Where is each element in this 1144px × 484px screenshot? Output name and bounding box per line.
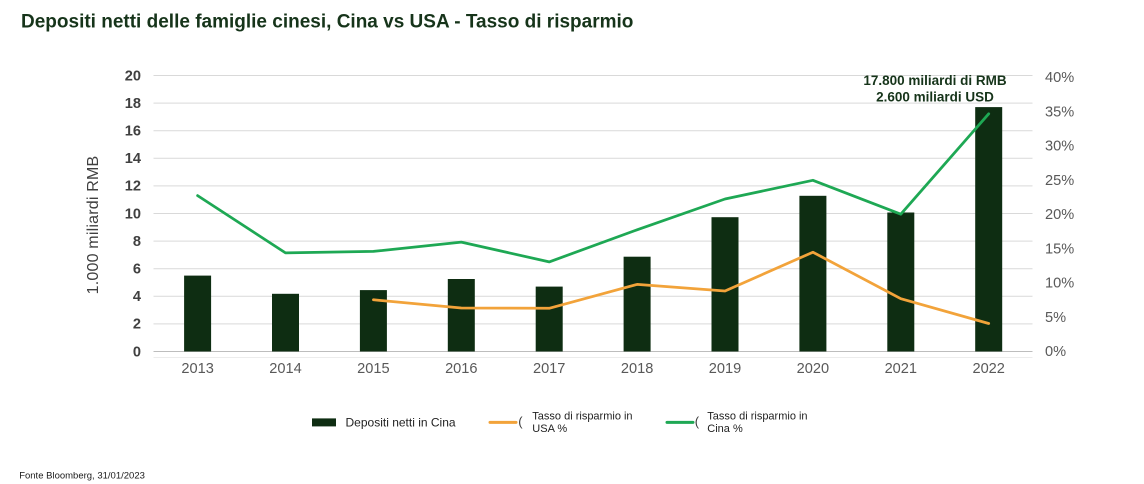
svg-text:14: 14 bbox=[125, 151, 142, 167]
svg-text:20%: 20% bbox=[1045, 207, 1074, 223]
svg-text:1.000 miliardi RMB: 1.000 miliardi RMB bbox=[85, 156, 102, 295]
svg-text:2015: 2015 bbox=[357, 361, 389, 377]
svg-text:2021: 2021 bbox=[885, 361, 917, 377]
svg-text:2017: 2017 bbox=[533, 361, 565, 377]
svg-text:(: ( bbox=[518, 414, 523, 429]
svg-text:2013: 2013 bbox=[181, 361, 213, 377]
svg-text:2: 2 bbox=[133, 317, 141, 333]
svg-text:0: 0 bbox=[133, 344, 141, 360]
svg-text:2016: 2016 bbox=[445, 361, 477, 377]
svg-text:12: 12 bbox=[125, 179, 141, 195]
svg-text:35%: 35% bbox=[1045, 104, 1074, 120]
svg-text:Depositi netti in Cina: Depositi netti in Cina bbox=[346, 416, 456, 430]
svg-text:2.600 miliardi USD: 2.600 miliardi USD bbox=[876, 90, 994, 105]
svg-text:2014: 2014 bbox=[269, 361, 301, 377]
svg-text:Depositi netti delle famiglie: Depositi netti delle famiglie cinesi, Ci… bbox=[21, 12, 633, 33]
svg-text:Fonte Bloomberg, 31/01/2023: Fonte Bloomberg, 31/01/2023 bbox=[19, 471, 145, 482]
svg-text:25%: 25% bbox=[1045, 173, 1074, 189]
svg-text:10%: 10% bbox=[1045, 276, 1074, 292]
svg-text:15%: 15% bbox=[1045, 241, 1074, 257]
svg-text:(: ( bbox=[695, 414, 700, 429]
svg-text:20: 20 bbox=[125, 68, 141, 84]
svg-text:Tasso di risparmio in: Tasso di risparmio in bbox=[707, 410, 807, 422]
svg-text:2018: 2018 bbox=[621, 361, 653, 377]
svg-text:16: 16 bbox=[125, 124, 141, 140]
svg-text:0%: 0% bbox=[1045, 344, 1066, 360]
svg-text:10: 10 bbox=[125, 206, 141, 222]
svg-text:2019: 2019 bbox=[709, 361, 741, 377]
svg-text:6: 6 bbox=[133, 262, 141, 278]
svg-text:5%: 5% bbox=[1045, 310, 1066, 326]
svg-text:2022: 2022 bbox=[972, 361, 1004, 377]
svg-text:40%: 40% bbox=[1045, 70, 1074, 86]
svg-text:USA %: USA % bbox=[532, 423, 567, 435]
svg-text:18: 18 bbox=[125, 96, 141, 112]
svg-text:Cina %: Cina % bbox=[707, 423, 743, 435]
svg-text:8: 8 bbox=[133, 234, 141, 250]
svg-text:17.800 miliardi di RMB: 17.800 miliardi di RMB bbox=[863, 73, 1007, 88]
svg-text:4: 4 bbox=[133, 289, 142, 305]
svg-text:2020: 2020 bbox=[797, 361, 829, 377]
svg-text:Tasso di risparmio in: Tasso di risparmio in bbox=[532, 410, 632, 422]
svg-text:30%: 30% bbox=[1045, 139, 1074, 155]
